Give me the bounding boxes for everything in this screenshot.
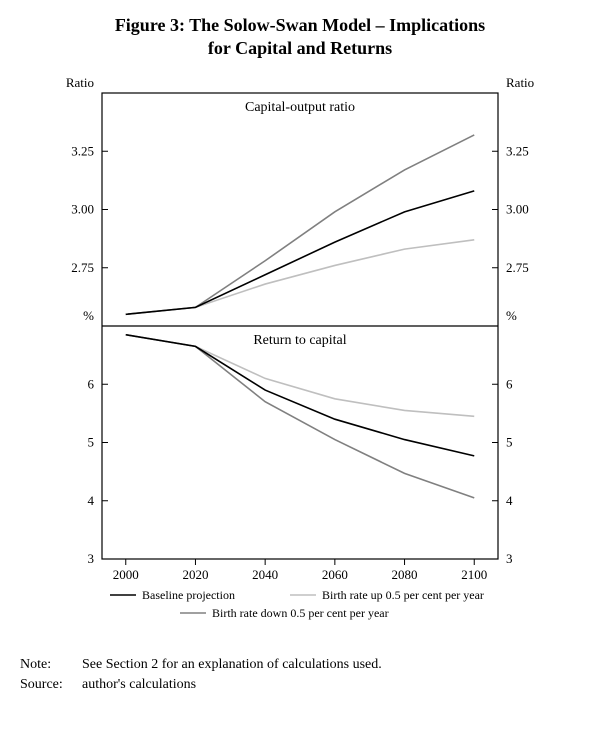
footnote-source-row: Source: author's calculations xyxy=(20,675,580,695)
svg-text:3: 3 xyxy=(506,551,513,566)
chart-area: 2.75 2.75 3.00 3.00 3.25 3.25 Ratio Ratio Capita… xyxy=(20,65,580,645)
svg-text:3: 3 xyxy=(88,551,95,566)
svg-text:3.00: 3.00 xyxy=(506,202,529,217)
svg-text:Ratio: Ratio xyxy=(66,75,94,90)
svg-text:2.75: 2.75 xyxy=(506,260,529,275)
footnotes: Note: See Section 2 for an explanation o… xyxy=(20,655,580,696)
svg-text:5: 5 xyxy=(506,435,513,450)
footnote-note-row: Note: See Section 2 for an explanation o… xyxy=(20,655,580,675)
svg-text:5: 5 xyxy=(88,435,95,450)
svg-text:4: 4 xyxy=(506,493,513,508)
figure-title-line2: for Capital and Returns xyxy=(208,38,392,58)
svg-text:2060: 2060 xyxy=(322,567,348,582)
svg-text:2100: 2100 xyxy=(461,567,487,582)
svg-text:2080: 2080 xyxy=(392,567,418,582)
footnote-source-text: author's calculations xyxy=(82,675,580,695)
svg-text:%: % xyxy=(506,308,517,323)
svg-text:6: 6 xyxy=(506,376,513,391)
svg-text:4: 4 xyxy=(88,493,95,508)
svg-text:2000: 2000 xyxy=(113,567,139,582)
figure-container: Figure 3: The Solow-Swan Model – Implica… xyxy=(0,0,600,741)
footnote-note-text: See Section 2 for an explanation of calc… xyxy=(82,655,580,675)
chart-svg: 2.75 2.75 3.00 3.00 3.25 3.25 Ratio Ratio Capita… xyxy=(40,65,560,645)
svg-text:Baseline projection: Baseline projection xyxy=(142,588,235,602)
svg-text:3.25: 3.25 xyxy=(506,143,529,158)
svg-text:Birth rate up 0.5 per cent per: Birth rate up 0.5 per cent per year xyxy=(322,588,484,602)
svg-text:2020: 2020 xyxy=(182,567,208,582)
svg-text:2.75: 2.75 xyxy=(71,260,94,275)
figure-title-line1: Figure 3: The Solow-Swan Model – Implica… xyxy=(115,15,485,35)
svg-text:2040: 2040 xyxy=(252,567,278,582)
svg-text:Birth rate down 0.5 per cent p: Birth rate down 0.5 per cent per year xyxy=(212,606,389,620)
svg-text:6: 6 xyxy=(88,376,95,391)
svg-text:%: % xyxy=(83,308,94,323)
svg-text:3.00: 3.00 xyxy=(71,202,94,217)
footnote-note-label: Note: xyxy=(20,655,82,675)
figure-title: Figure 3: The Solow-Swan Model – Implica… xyxy=(50,14,550,59)
footnote-source-label: Source: xyxy=(20,675,82,695)
svg-text:Ratio: Ratio xyxy=(506,75,534,90)
svg-text:3.25: 3.25 xyxy=(71,143,94,158)
svg-text:Return to capital: Return to capital xyxy=(253,333,346,348)
svg-text:Capital-output ratio: Capital-output ratio xyxy=(245,100,355,115)
